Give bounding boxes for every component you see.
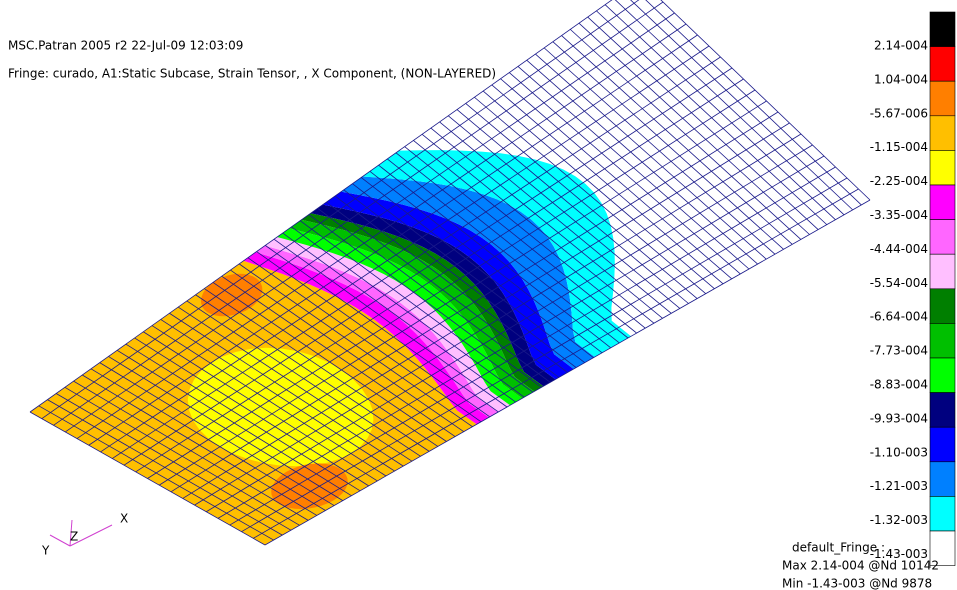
legend-label: -8.83-004	[870, 378, 928, 392]
legend-swatch	[930, 185, 955, 220]
legend-swatch	[930, 81, 955, 116]
footer-line: Max 2.14-004 @Nd 10142	[782, 559, 939, 573]
legend-swatch	[930, 496, 955, 531]
triad-label: Y	[41, 544, 50, 558]
legend-swatch	[930, 393, 955, 428]
legend-label: -1.21-003	[870, 479, 928, 493]
legend-swatch	[930, 254, 955, 289]
legend-swatch	[930, 427, 955, 462]
legend-label: -5.54-004	[870, 276, 928, 290]
footer-line: Min -1.43-003 @Nd 9878	[782, 577, 932, 590]
legend-label: -2.25-004	[870, 174, 928, 188]
legend-label: -1.10-003	[870, 445, 928, 459]
legend-swatch	[930, 220, 955, 255]
legend-label: -7.73-004	[870, 344, 928, 358]
legend-label: -1.15-004	[870, 140, 928, 154]
legend-label: -5.67-006	[870, 106, 928, 120]
legend-label: -4.44-004	[870, 242, 928, 256]
header-title: MSC.Patran 2005 r2 22-Jul-09 12:03:09	[8, 39, 243, 53]
legend-swatch	[930, 462, 955, 497]
legend-swatch	[930, 12, 955, 47]
legend-swatch	[930, 150, 955, 185]
legend-swatch	[930, 47, 955, 82]
viewport: MSC.Patran 2005 r2 22-Jul-09 12:03:09 Fr…	[0, 0, 957, 590]
legend-label: 2.14-004	[874, 39, 928, 53]
legend-swatch	[930, 358, 955, 393]
legend-swatch	[930, 116, 955, 151]
header-subtitle: Fringe: curado, A1:Static Subcase, Strai…	[8, 67, 496, 81]
legend-label: -3.35-004	[870, 208, 928, 222]
triad-label: Z	[70, 530, 78, 544]
legend-label: -1.32-003	[870, 513, 928, 527]
legend-label: 1.04-004	[874, 72, 928, 86]
legend-label: -9.93-004	[870, 411, 928, 425]
legend-swatch	[930, 289, 955, 324]
footer-line: default_Fringe :	[792, 541, 885, 555]
legend-label: -6.64-004	[870, 310, 928, 324]
legend-swatch	[930, 323, 955, 358]
triad-label: X	[120, 512, 128, 526]
